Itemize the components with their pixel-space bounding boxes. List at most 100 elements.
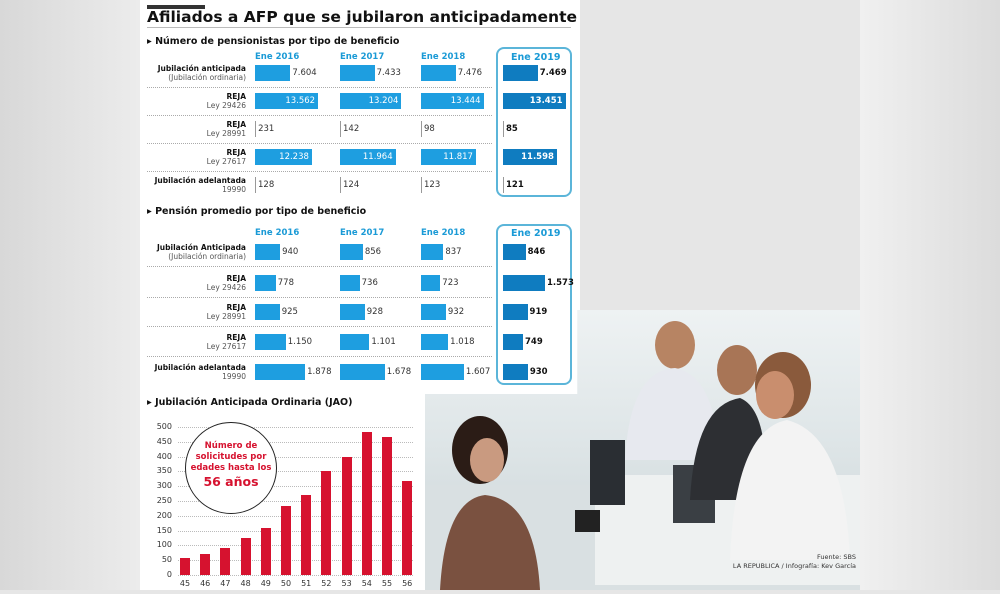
row-label-main: Jubilación adelantada <box>154 363 246 372</box>
row-label-sub: Ley 27617 <box>206 157 246 166</box>
data-bar <box>421 275 441 291</box>
bar-value: 856 <box>364 247 382 257</box>
row-label: REJA Ley 28991 <box>142 303 246 321</box>
x-tick-label: 56 <box>402 579 413 588</box>
bar-value: 13.562 <box>285 96 316 106</box>
bar-value: 932 <box>447 307 465 317</box>
chart-bar <box>220 548 231 575</box>
bar-value: 928 <box>366 307 383 317</box>
y-tick-label: 200 <box>156 510 172 520</box>
chart-bar <box>180 558 190 575</box>
bar-value: 98 <box>424 124 435 134</box>
bar-value: 142 <box>343 124 360 134</box>
data-bar <box>340 244 363 260</box>
x-tick-label: 55 <box>381 579 393 588</box>
chart-bar <box>281 506 291 575</box>
y-tick-label: 150 <box>156 525 172 535</box>
page-title: Afiliados a AFP que se jubilaron anticip… <box>147 8 578 26</box>
year-header: Ene 2018 <box>421 52 466 62</box>
chart-bar <box>361 432 372 575</box>
data-bar <box>503 244 526 260</box>
data-bar <box>503 65 538 81</box>
bar-value: 1.607 <box>465 367 491 377</box>
bar-value: 11.598 <box>521 152 554 162</box>
y-tick-label: 0 <box>166 570 172 579</box>
bar-value: 940 <box>282 247 299 257</box>
data-bar <box>503 121 504 137</box>
data-bar <box>421 121 422 137</box>
bar-value: 128 <box>258 180 275 190</box>
data-bar <box>421 65 456 81</box>
bar-value: 919 <box>529 307 548 317</box>
row-label-sub: (Jubilación ordinaria) <box>168 252 246 261</box>
chart-bar <box>301 495 312 575</box>
chart-title-text: Jubilación Anticipada Ordinaria (JAO) <box>155 397 353 408</box>
bar-value: 723 <box>442 278 459 288</box>
y-tick-label: 50 <box>161 555 172 565</box>
bar-value: 124 <box>343 180 360 190</box>
chart-bar <box>240 537 251 575</box>
row-label-main: REJA <box>226 120 247 129</box>
row-label-sub: (Jubilación ordinaria) <box>168 73 246 82</box>
y-tick-label: 450 <box>156 436 172 446</box>
chart-title: ▸ Jubilación Anticipada Ordinaria (JAO) <box>147 397 353 408</box>
bar-value: 123 <box>424 180 441 190</box>
row-label: REJA Ley 28991 <box>142 120 246 138</box>
data-bar <box>255 244 281 260</box>
x-tick-label: 45 <box>179 579 191 588</box>
x-tick-label: 53 <box>341 579 352 588</box>
bar-value: 13.204 <box>368 96 399 106</box>
data-bar <box>503 149 557 165</box>
background-left <box>0 0 140 590</box>
row-label: REJA Ley 27617 <box>142 148 246 166</box>
year-header: Ene 2019 <box>511 52 561 63</box>
y-tick-label: 300 <box>156 481 172 491</box>
photo-illustration <box>425 321 860 590</box>
bar-value: 736 <box>361 278 378 288</box>
gridline <box>178 575 413 576</box>
section1-title: ▸ Número de pensionistas por tipo de ben… <box>147 36 400 47</box>
data-bar <box>421 364 464 380</box>
data-bar <box>340 121 341 137</box>
gridline <box>178 560 413 562</box>
y-tick-label: 100 <box>156 540 172 550</box>
x-tick-label: 50 <box>280 579 292 588</box>
row-label-main: REJA <box>226 92 247 101</box>
row-label-main: REJA <box>226 303 247 312</box>
gridline <box>178 515 413 517</box>
data-bar <box>255 121 256 137</box>
bar-value: 925 <box>281 307 298 317</box>
annotation-line: solicitudes por <box>195 452 267 462</box>
bar-value: 11.817 <box>443 152 473 162</box>
bar-value: 231 <box>258 124 275 134</box>
bar-value: 1.678 <box>386 367 412 377</box>
data-bar <box>255 275 276 291</box>
row-label-sub: 19990 <box>222 185 246 194</box>
data-bar <box>503 275 545 291</box>
bar-value: 846 <box>527 247 546 257</box>
bar-value: 1.573 <box>546 278 574 288</box>
bar-value: 7.433 <box>376 68 401 78</box>
bar-value: 13.451 <box>529 96 563 106</box>
y-tick-label: 250 <box>156 496 172 505</box>
data-bar <box>503 177 504 193</box>
year-header: Ene 2016 <box>255 228 300 238</box>
title-rule <box>147 27 571 28</box>
data-bar <box>340 304 365 320</box>
background-right <box>860 0 1000 590</box>
row-label-sub: Ley 29426 <box>206 283 246 292</box>
row-label: REJA Ley 27617 <box>142 333 246 351</box>
data-bar <box>255 304 280 320</box>
gridline <box>178 486 413 488</box>
bar-value: 1.018 <box>450 337 475 347</box>
byline-credit: LA REPUBLICA / Infografía: Kev García <box>732 562 856 570</box>
data-bar <box>340 364 385 380</box>
row-label: REJA Ley 29426 <box>142 274 246 292</box>
annotation-highlight: 56 años <box>203 474 259 489</box>
bar-value: 85 <box>506 124 518 134</box>
row-label: Jubilación adelantada 19990 <box>142 363 246 381</box>
row-separator <box>147 266 492 267</box>
data-bar <box>255 334 286 350</box>
section1-title-text: Número de pensionistas por tipo de benef… <box>155 36 400 47</box>
section2-title: ▸ Pensión promedio por tipo de beneficio <box>147 206 367 217</box>
